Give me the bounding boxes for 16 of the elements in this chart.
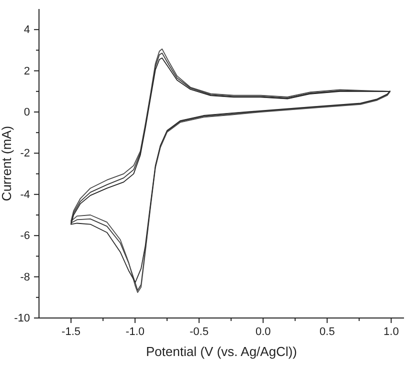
y-axis-title: Current (mA) (0, 126, 14, 202)
x-tick-label: 0.5 (320, 326, 335, 338)
y-tick-label: -6 (20, 230, 30, 242)
x-tick-label: -0.5 (190, 326, 209, 338)
x-tick-label: -1.5 (62, 326, 80, 338)
x-tick-label: 1.0 (384, 326, 399, 338)
y-tick-label: 2 (24, 65, 30, 78)
y-tick-label: -2 (20, 148, 30, 160)
y-tick-label: 4 (24, 24, 30, 36)
x-tick-label: 0.0 (255, 326, 271, 338)
x-tick-label: -1.0 (126, 326, 145, 338)
y-tick-label: -8 (20, 271, 30, 284)
y-tick-label: -4 (20, 188, 30, 201)
y-tick-label: -10 (14, 312, 30, 325)
y-tick-label: 0 (24, 106, 30, 119)
x-axis-title: Potential (V (vs. Ag/AgCl)) (146, 344, 297, 359)
